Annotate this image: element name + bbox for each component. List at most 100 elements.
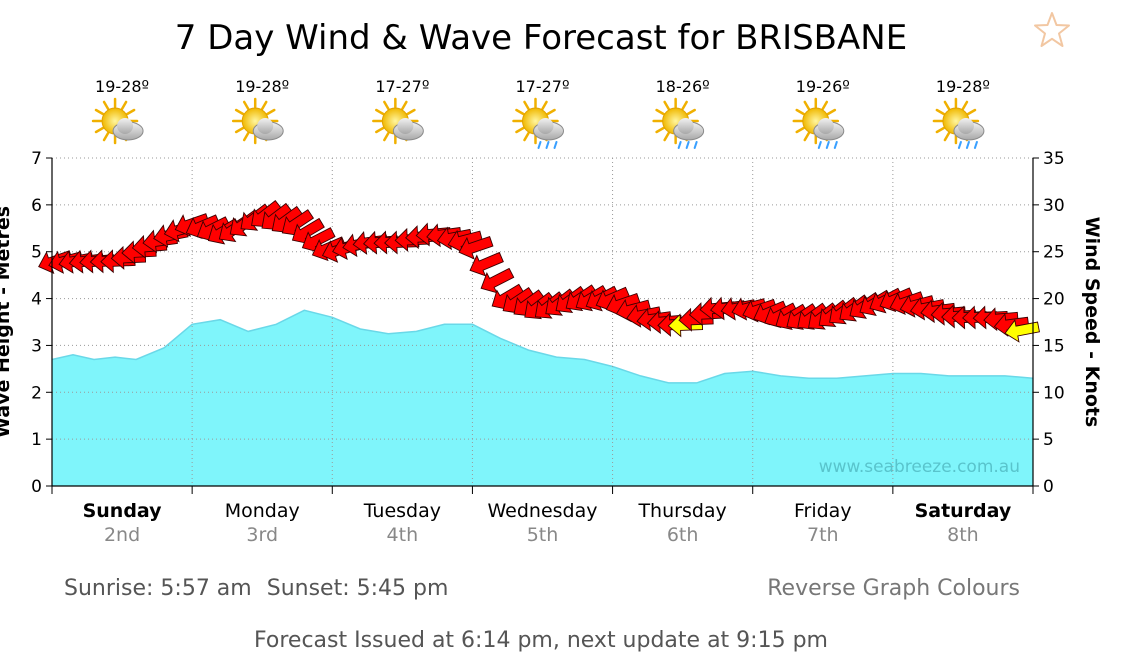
sun-ray: [655, 108, 665, 116]
sun-ray: [401, 100, 408, 111]
rain-drop: [825, 141, 830, 149]
wind-speed-series: [38, 199, 1040, 343]
sun-cloud-icon: [231, 97, 284, 145]
rain-drop: [817, 141, 822, 149]
rain-drop: [553, 141, 558, 149]
cloud-puff: [117, 118, 134, 134]
left-axis-label: Wave Height - Metres: [0, 206, 14, 438]
day-date: 3rd: [246, 524, 278, 546]
day-name: Wednesday: [487, 500, 597, 522]
sun-ray: [266, 108, 276, 116]
left-tick-label: 0: [31, 477, 42, 497]
sun-ray: [803, 100, 811, 111]
sun-times: Sunrise: 5:57 am Sunset: 5:45 pm: [64, 576, 456, 601]
sun-ray: [375, 126, 385, 134]
right-axis-label: Wind Speed - Knots: [1081, 217, 1103, 428]
sun-ray: [102, 131, 110, 142]
left-tick-label: 4: [31, 290, 42, 310]
right-tick-label: 10: [1043, 383, 1065, 403]
day-name: Saturday: [915, 500, 1012, 522]
sun-ray: [655, 126, 665, 134]
sunrise-text: Sunrise: 5:57 am: [64, 576, 252, 601]
day-name: Sunday: [83, 500, 163, 522]
cloud-puff: [257, 118, 274, 134]
watermark-text: www.seabreeze.com.au: [819, 457, 1020, 477]
rain-drop: [957, 141, 962, 149]
sun-ray: [541, 100, 548, 111]
sun-ray: [242, 131, 250, 142]
day-date: 8th: [947, 524, 979, 546]
sun-cloud-rain-icon: [932, 97, 985, 149]
sun-ray: [523, 131, 530, 142]
sun-ray: [125, 108, 136, 116]
day-date: 2nd: [104, 524, 140, 546]
sun-ray: [234, 126, 245, 134]
right-tick-label: 35: [1043, 149, 1065, 169]
day-name: Tuesday: [363, 500, 441, 522]
rain-drop: [693, 141, 698, 149]
rain-drop: [537, 141, 542, 149]
sun-ray: [943, 131, 951, 142]
day-temp-range: 19-28º: [936, 77, 990, 96]
wind-wave-chart: 0 1 2 3 4 5 6 7 0 5 10 15 20 25 30 35 Wave Height - Metr…: [0, 77, 1103, 546]
sun-ray: [523, 100, 530, 111]
sun-ray: [795, 126, 805, 134]
rain-drop: [685, 141, 690, 149]
sun-cloud-icon: [372, 97, 424, 145]
sun-ray: [260, 100, 268, 111]
sun-ray: [515, 126, 525, 134]
wave-height-series: [51, 309, 1034, 486]
sun-ray: [120, 100, 128, 111]
rain-drop: [973, 141, 978, 149]
sun-ray: [663, 131, 670, 142]
day-temp-range: 19-26º: [796, 77, 850, 96]
left-tick-label: 7: [31, 149, 42, 169]
favorite-star-icon[interactable]: [1032, 10, 1072, 50]
sun-ray: [663, 100, 670, 111]
sun-ray: [935, 108, 946, 116]
day-name: Thursday: [637, 500, 726, 522]
sun-ray: [546, 108, 556, 116]
chart-axes: 0 1 2 3 4 5 6 7 0 5 10 15 20 25 30 35 Wave Height - Metr…: [0, 149, 1103, 497]
sun-ray: [515, 108, 525, 116]
sun-ray: [234, 108, 245, 116]
right-tick-label: 0: [1043, 477, 1054, 497]
sun-ray: [681, 100, 688, 111]
reverse-colours-link[interactable]: Reverse Graph Colours: [767, 576, 1020, 601]
left-tick-label: 6: [31, 196, 42, 216]
left-tick-label: 1: [31, 430, 42, 450]
sun-ray: [943, 100, 951, 111]
sun-ray: [375, 108, 385, 116]
rain-drop: [833, 141, 838, 149]
right-tick-label: 25: [1043, 243, 1065, 263]
wave-height-line: [51, 309, 1034, 384]
sun-ray: [383, 100, 390, 111]
rain-drop: [965, 141, 970, 149]
sun-ray: [826, 108, 837, 116]
sun-cloud-rain-icon: [512, 97, 564, 149]
day-date: 6th: [667, 524, 699, 546]
wind-arrow: [469, 251, 504, 277]
sun-ray: [961, 100, 969, 111]
cloud-puff: [817, 118, 834, 134]
cloud-puff: [677, 118, 694, 134]
wave-height-area: [52, 310, 1033, 486]
sun-ray: [935, 126, 946, 134]
wind-arrow: [458, 235, 494, 260]
right-tick-label: 5: [1043, 430, 1054, 450]
sun-ray: [406, 108, 416, 116]
sun-cloud-rain-icon: [792, 97, 845, 149]
wind-arrow: [1004, 319, 1040, 343]
sun-cloud-icon: [91, 97, 144, 145]
sun-ray: [821, 100, 829, 111]
sun-ray: [102, 100, 110, 111]
right-tick-label: 30: [1043, 196, 1065, 216]
forecast-issued-text: Forecast Issued at 6:14 pm, next update …: [254, 628, 828, 653]
day-temp-range: 18-26º: [656, 77, 710, 96]
cloud-puff: [957, 118, 974, 134]
